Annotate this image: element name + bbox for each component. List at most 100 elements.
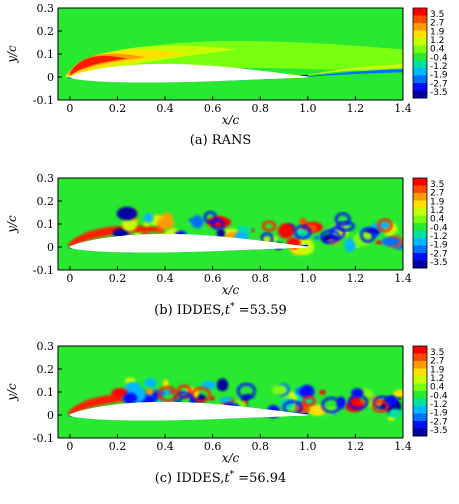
vortex-blob	[112, 228, 129, 238]
colorbar-label: -3.5	[430, 426, 448, 436]
vortex-blob	[388, 408, 403, 419]
vortex-blob	[209, 396, 215, 401]
panel-c: 0.3 0.2 0.1 0 -0.1 0 0.2 0.4 0.6 0.8 1.0 1.2 1.4 x/c y…	[5, 340, 448, 486]
vortex-blob	[305, 224, 318, 233]
colorbar-label: 1.9	[430, 365, 445, 375]
colorbar-label: 0.4	[430, 383, 445, 393]
colorbar-segment	[413, 398, 427, 407]
vortex-ring	[157, 386, 178, 403]
y-tick-label: 0.1	[37, 386, 55, 399]
colorbar-segment	[413, 253, 427, 261]
vortex-ring	[302, 395, 316, 407]
colorbar-label: -0.4	[430, 391, 448, 401]
panel-caption: (a) RANS	[190, 133, 251, 148]
vortex-blob	[143, 221, 150, 227]
x-tick-label: 0	[66, 102, 73, 115]
vortex-blob	[381, 237, 400, 247]
x-tick-label: 1.2	[347, 102, 365, 115]
colorbar-segment	[413, 413, 427, 422]
vortex-ring	[321, 396, 342, 414]
vortex-ring	[261, 220, 277, 232]
airfoil	[68, 401, 308, 421]
colorbar-segment	[413, 68, 427, 76]
vortex-ring	[329, 225, 346, 240]
x-tick-label: 0.8	[251, 102, 269, 115]
colorbar-label: -0.4	[430, 53, 448, 63]
x-tick-label: 1.2	[347, 440, 365, 453]
colorbar-segment	[413, 230, 427, 239]
y-tick-label: 0.3	[37, 172, 55, 185]
colorbar-segment	[413, 361, 427, 369]
x-tick-label: 0.2	[109, 102, 127, 115]
vortex-blob	[163, 389, 172, 394]
vortex-ring	[377, 218, 393, 233]
colorbar-segment	[413, 368, 427, 377]
colorbar-segment	[413, 208, 427, 216]
x-tick-label: 0.8	[251, 440, 269, 453]
vortex-blob	[217, 392, 224, 396]
x-tick-label: 1.0	[299, 102, 317, 115]
contour-field	[58, 178, 403, 270]
vortex-ring	[360, 227, 376, 243]
vortex-ring	[372, 400, 389, 413]
vortex-ring	[347, 394, 369, 410]
y-tick-label: 0.3	[37, 2, 55, 15]
colorbar-label: 2.7	[430, 19, 444, 29]
colorbar-segment	[413, 23, 427, 31]
colorbar-segment	[413, 53, 427, 61]
colorbar-frame	[412, 177, 428, 269]
colorbar-segment	[413, 38, 427, 46]
colorbar-label: 3.5	[430, 348, 444, 358]
colorbar-segment	[413, 185, 427, 194]
colorbar-label: 1.9	[430, 197, 445, 207]
vortex-blob	[319, 389, 326, 395]
x-tick-label: 0.2	[109, 272, 127, 285]
vortex-blob	[123, 392, 138, 404]
y-tick-label: 0.1	[37, 218, 55, 231]
vortex-ring	[191, 387, 211, 403]
field-background	[58, 346, 403, 438]
colorbar-segment	[413, 30, 427, 39]
vortex-blob	[143, 212, 154, 223]
colorbar-segment	[413, 193, 427, 201]
wake	[295, 68, 403, 78]
x-tick-label: 0.6	[204, 272, 222, 285]
vortex-blob	[313, 235, 320, 240]
x-tick-label: 0.4	[156, 440, 174, 453]
vortex-blob	[157, 217, 175, 230]
vortex-blob	[116, 206, 138, 221]
colorbar-label: -1.2	[430, 62, 448, 72]
colorbar-segment	[413, 376, 427, 384]
vortex-ring	[372, 395, 393, 410]
y-tick-label: 0.1	[37, 48, 55, 61]
y-tick-label: 0	[47, 409, 54, 422]
shear-layer	[67, 225, 166, 247]
colorbar-segment	[413, 346, 427, 354]
colorbar-label: 2.7	[430, 357, 444, 367]
x-tick-label: 0.4	[156, 272, 174, 285]
colorbar-segment	[413, 421, 427, 429]
x-tick-label: 1.0	[299, 272, 317, 285]
vortex-blob	[271, 384, 288, 395]
contour-field	[58, 8, 403, 100]
colorbar-label: -1.2	[430, 400, 448, 410]
y-tick-label: 0.2	[37, 363, 55, 376]
vortex-blob	[251, 228, 255, 232]
vortex-blob	[121, 217, 138, 232]
colorbar-segment	[413, 178, 427, 186]
x-tick-label: 0.6	[204, 440, 222, 453]
panel-a: 0.3 0.2 0.1 0 -0.1 0 0.2 0.4 0.6 0.8 1.0 1.2 1.4 x/c y…	[5, 2, 448, 148]
x-axis-label: x/c	[222, 451, 240, 465]
x-tick-label: 1.2	[347, 272, 365, 285]
colorbar-label: 2.7	[430, 189, 444, 199]
vortex-blob	[375, 240, 383, 245]
colorbar-segment	[413, 60, 427, 69]
colorbar-segment	[413, 223, 427, 231]
x-tick-label: 1.0	[299, 440, 317, 453]
colorbar-segment	[413, 83, 427, 91]
x-tick-label: 1.4	[394, 102, 412, 115]
x-tick-label: 1.4	[394, 440, 412, 453]
panel-b: 0.3 0.2 0.1 0 -0.1 0 0.2 0.4 0.6 0.8 1.0 1.2 1.4 x/c y…	[5, 172, 448, 318]
colorbar-label: -3.5	[430, 88, 448, 98]
